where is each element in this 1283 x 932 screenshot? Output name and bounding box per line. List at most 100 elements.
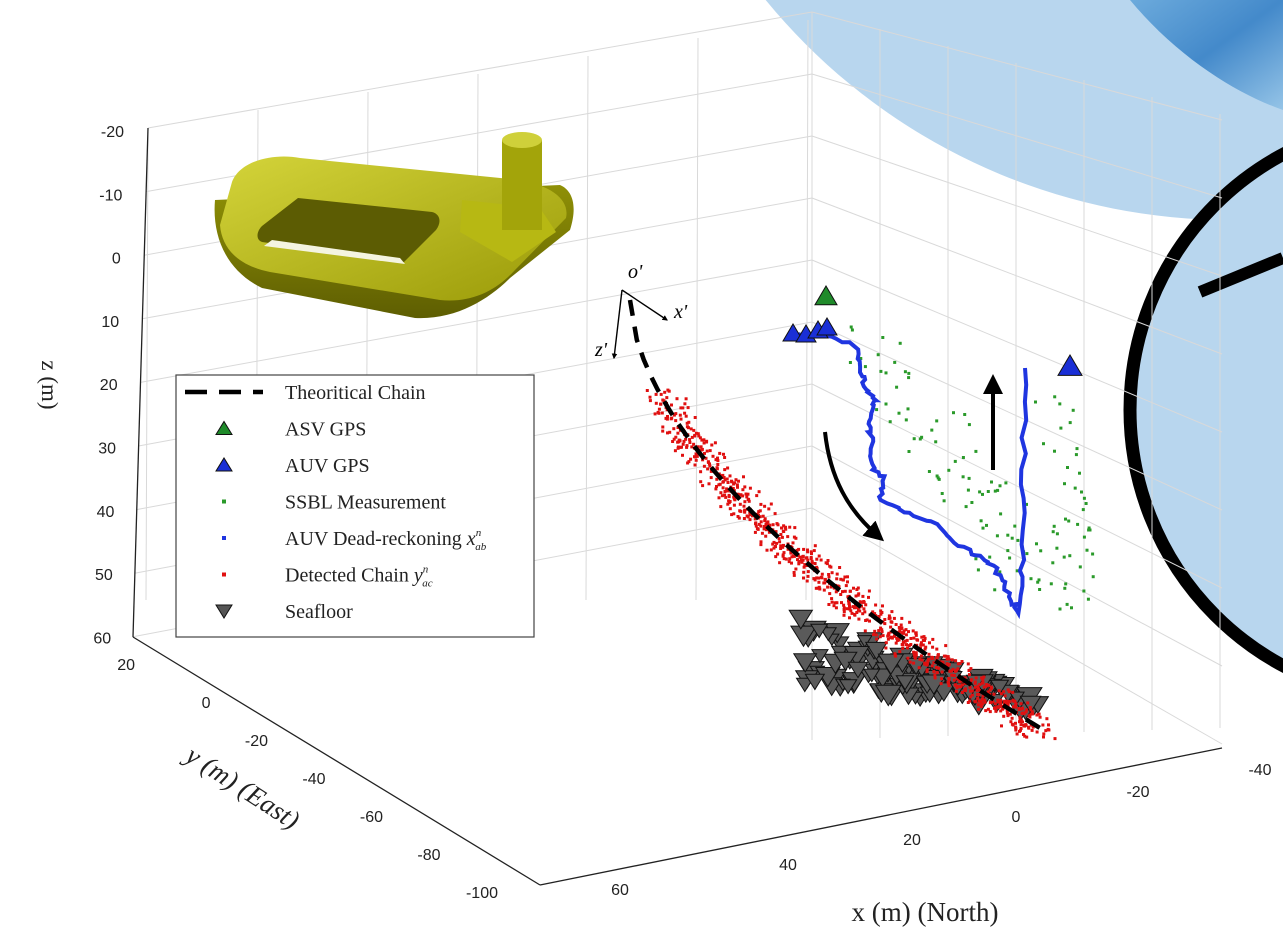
chain-point (893, 653, 897, 657)
ssbl-point (1029, 577, 1033, 581)
chain-point (715, 485, 718, 488)
chain-point (947, 657, 951, 661)
chain-point (692, 428, 696, 432)
chain-point (779, 547, 783, 550)
chain-point (1014, 728, 1018, 732)
chain-point (883, 618, 887, 621)
ssbl-point (1037, 578, 1041, 582)
chain-point (682, 439, 686, 443)
ssbl-point (964, 505, 968, 509)
buoy-mast (502, 140, 542, 230)
chain-point (1030, 728, 1034, 732)
chain-point (709, 469, 713, 473)
chain-point (988, 688, 992, 692)
chain-point (1005, 699, 1009, 703)
chain-point (728, 474, 732, 478)
chain-point (1014, 725, 1018, 729)
z-axis-label: z (m) (37, 360, 62, 409)
chain-point (779, 544, 783, 548)
chain-point (839, 577, 843, 581)
chain-point (820, 572, 824, 576)
legend-marker (222, 572, 226, 577)
chain-point (681, 442, 685, 446)
chain-point (759, 524, 763, 528)
chain-point (1002, 690, 1006, 694)
ssbl-point (907, 450, 911, 453)
chain-point (686, 406, 690, 410)
ssbl-point (1063, 586, 1067, 590)
chain-point (947, 663, 951, 666)
chain-point (708, 464, 712, 468)
chain-point (904, 628, 908, 632)
local-z-label: z' (594, 339, 608, 361)
chain-point (812, 549, 816, 553)
chain-point (920, 658, 924, 662)
chain-point (823, 577, 827, 581)
chain-point (963, 676, 967, 680)
chain-point (868, 619, 871, 623)
chain-point (864, 603, 868, 607)
chain-point (841, 578, 845, 582)
chain-point (743, 500, 747, 504)
chain-point (782, 524, 786, 528)
curved-down-arrow (823, 431, 885, 542)
chain-point (848, 616, 851, 620)
chain-point (782, 551, 786, 555)
ssbl-point (884, 402, 888, 406)
chain-point (764, 528, 768, 532)
chain-point (765, 548, 769, 552)
chain-point (883, 622, 887, 626)
ssbl-point (1049, 582, 1053, 586)
chain-point (900, 626, 904, 630)
chain-point (977, 693, 981, 696)
ssbl-point (930, 428, 934, 432)
ssbl-point (876, 353, 880, 357)
chain-point (829, 585, 833, 589)
chain-point (887, 631, 891, 635)
seafloor-marker (877, 653, 905, 676)
seafloor-marker (809, 623, 829, 639)
chain-point (993, 706, 996, 710)
chain-point (848, 589, 852, 593)
chain-point (813, 562, 817, 565)
seafloor-marker (895, 675, 915, 691)
chain-point (702, 438, 706, 442)
chain-point (672, 427, 676, 431)
chain-point (685, 421, 689, 425)
chain-point (727, 501, 731, 505)
chain-point (775, 541, 779, 545)
chain-point (966, 662, 970, 666)
ssbl-point (1034, 400, 1037, 404)
ssbl-point (903, 370, 907, 374)
chain-point (879, 612, 883, 616)
chain-point (952, 678, 956, 682)
chain-point (919, 643, 923, 647)
chain-point (1000, 704, 1003, 708)
chain-point (704, 456, 708, 460)
ssbl-point (952, 411, 955, 415)
ssbl-point (1052, 524, 1056, 528)
chain-point (781, 554, 785, 558)
chain-point (879, 626, 883, 630)
water-texture (1130, 0, 1283, 110)
chain-point (843, 589, 847, 593)
chain-point (1009, 720, 1013, 724)
chain-point (744, 492, 748, 496)
ssbl-point (1068, 554, 1072, 558)
chain-point (746, 492, 750, 496)
z-tick-label: 40 (97, 504, 115, 521)
chain-point (908, 620, 912, 624)
z-tick-label: -10 (99, 187, 122, 204)
chain-point (886, 637, 890, 641)
chain-point (846, 580, 849, 584)
chain-point (1019, 723, 1023, 727)
chain-point (981, 694, 985, 698)
chain-point (1003, 699, 1007, 703)
legend-marker (222, 536, 226, 540)
ssbl-point (1063, 482, 1066, 486)
ssbl-point (912, 437, 916, 441)
chain-point (999, 700, 1003, 704)
chain-point (964, 689, 967, 692)
chain-point (757, 490, 761, 494)
chain-point (914, 651, 918, 655)
